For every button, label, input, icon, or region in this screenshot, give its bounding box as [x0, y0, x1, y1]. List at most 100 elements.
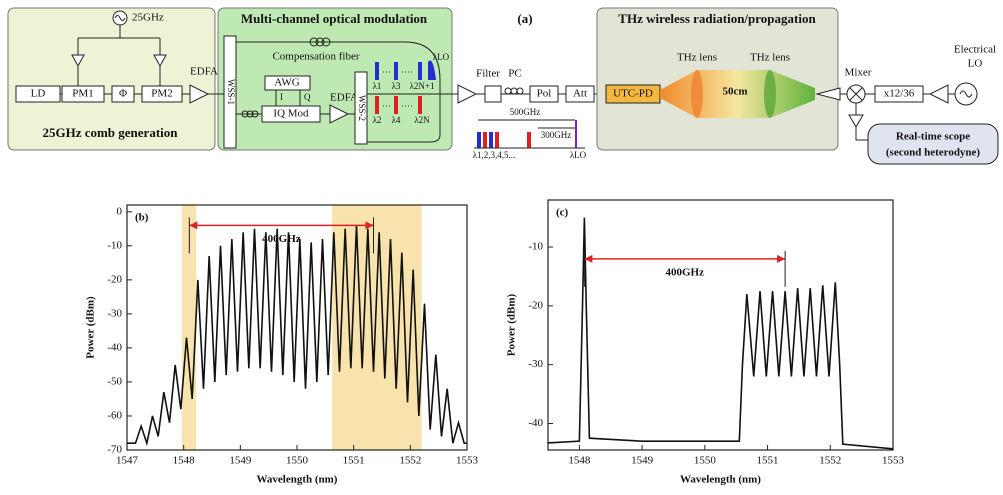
x-tick-label: 1548 [173, 455, 196, 467]
lambdas: λ1,2,3,4,5... [473, 150, 516, 160]
comb-links [60, 66, 190, 95]
lens2: THz lens [750, 52, 790, 64]
scope-box [867, 123, 999, 165]
phase: Φ [119, 88, 127, 100]
y-axis-label: Power (dBm) [85, 296, 97, 359]
spectrum-line [127, 225, 467, 447]
distance: 50cm [722, 86, 747, 98]
lo1: Electrical [954, 44, 996, 56]
mult: x12/36 [884, 88, 915, 100]
edfa2: EDFA [330, 92, 358, 104]
pm2: PM2 [151, 88, 172, 100]
ch-label: λ2 [373, 115, 382, 125]
iq: IQ Mod [273, 108, 309, 120]
y-tick-label: -20 [107, 273, 122, 285]
rx-amp [848, 114, 864, 128]
comb-title: 25GHz comb generation [42, 125, 178, 140]
fiber-label: Compensation fiber [272, 51, 359, 63]
filter: Filter [476, 68, 500, 80]
modulation-title: Multi-channel optical modulation [241, 11, 428, 26]
x-axis-label: Wavelength (nm) [680, 474, 761, 486]
pol: Pol [537, 88, 552, 100]
att-box [565, 85, 595, 103]
phase-box [111, 85, 135, 103]
comb-panel [7, 7, 216, 151]
annotation-label: 400GHz [262, 233, 301, 245]
lens1-shape [691, 70, 703, 118]
modulation-panel [217, 7, 453, 151]
x-axis-label: Wavelength (nm) [257, 474, 338, 486]
q-label: Q [304, 92, 311, 102]
x-tick-label: 1552 [819, 455, 841, 467]
y-tick-label: -30 [107, 307, 122, 319]
y-axis-label: Power (dBm) [506, 293, 518, 356]
span-arrows [478, 119, 575, 129]
y-tick-label: -10 [528, 241, 543, 253]
lo-label: λLO [433, 52, 450, 62]
ld-box [15, 85, 61, 103]
x-tick-label: 1553 [882, 455, 905, 467]
y-tick-label: -60 [107, 410, 122, 422]
wss1: WSS-1 [226, 79, 236, 105]
iq-box [261, 105, 321, 123]
pd: UTC-PD [613, 88, 653, 100]
link-bars [474, 120, 585, 149]
x-tick-label: 1550 [286, 455, 309, 467]
lens2-shape [764, 70, 776, 118]
wss1-box [223, 35, 237, 149]
x-tick-label: 1550 [694, 455, 717, 467]
y-tick-label: -50 [107, 375, 122, 387]
mod-links [236, 90, 355, 115]
pc-coil [504, 87, 524, 95]
y-tick-label: -30 [528, 358, 543, 370]
plot-frame [547, 199, 894, 451]
ch-label: λ4 [392, 115, 401, 125]
ld: LD [31, 88, 46, 100]
edfa2-amp [329, 104, 350, 124]
spectrum-line [547, 217, 894, 450]
x-tick-label: 1551 [343, 455, 365, 467]
lo-amp [928, 84, 949, 104]
lo2: LO [968, 58, 983, 70]
span1: 500GHz [510, 107, 541, 117]
charts: 1547 1548 1549 1550 1551 1552 1553 -70 -60 -50 -40… [85, 199, 905, 486]
rf-lines [77, 25, 161, 55]
panel-label: (c) [556, 207, 569, 219]
rf-label: 25GHz [132, 12, 164, 24]
rf-symbol [114, 15, 126, 21]
annotation-label: 400GHz [665, 266, 704, 278]
mult-box [874, 85, 924, 103]
mixer: Mixer [845, 67, 872, 79]
x-tick-label: 1549 [631, 455, 654, 467]
ch-label: λ1 [373, 81, 382, 91]
rx-links [840, 93, 955, 141]
x-tick-label: 1552 [399, 455, 421, 467]
awg-box [264, 75, 311, 91]
panel-a: (a) [517, 11, 532, 26]
diagram: 25GHz LD PM1 Φ PM2 EDFA 25GHz comb gener… [7, 7, 999, 165]
x-tick-label: 1549 [229, 455, 252, 467]
pc: PC [508, 68, 521, 80]
channel-bars [375, 60, 436, 114]
lo-symbol [959, 90, 973, 98]
pm1: PM1 [72, 88, 93, 100]
fiber-coil [309, 37, 331, 47]
scope1: Real-time scope [896, 131, 970, 143]
y-tick-label: -40 [528, 417, 543, 429]
amp3 [457, 84, 478, 104]
y-tick-label: -70 [107, 444, 122, 456]
rf-amps [71, 54, 167, 68]
ch-label: λ2N+1 [410, 81, 435, 91]
filter-box [484, 85, 502, 103]
ch-label: λ3 [392, 81, 401, 91]
i-label: I [280, 92, 283, 102]
thz-title: THz wireless radiation/propagation [618, 11, 816, 26]
pm1-box [61, 85, 105, 103]
scope2: (second heterodyne) [886, 147, 981, 159]
x-tick-label: 1547 [116, 455, 139, 467]
ch-label: λ2N [414, 115, 430, 125]
x-tick-label: 1553 [456, 455, 479, 467]
x-tick-label: 1551 [757, 455, 779, 467]
pol-box [529, 85, 559, 103]
span2: 300GHz [541, 130, 572, 140]
